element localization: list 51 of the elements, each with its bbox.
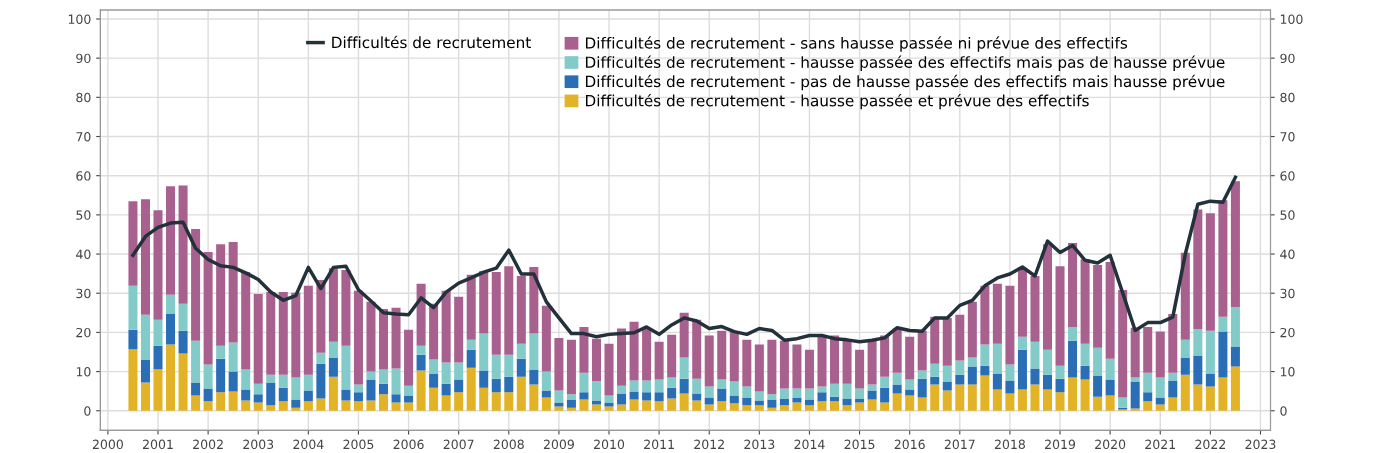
x-tick-label: 2021 xyxy=(1145,439,1175,450)
x-tick-label: 2004 xyxy=(293,439,324,450)
legend-label: Difficultés de recrutement xyxy=(332,35,531,49)
x-tick-label: 2011 xyxy=(644,439,674,450)
x-tick-label: 2009 xyxy=(543,439,574,450)
x-tick-label: 2002 xyxy=(193,439,223,450)
y-tick-label: 50 xyxy=(76,210,91,220)
y-tick-label: 70 xyxy=(76,131,91,142)
x-tick-label: 2023 xyxy=(1245,439,1276,450)
legend-label: Difficultés de recrutement - hausse passée des effectifs mais pas de hausse prévue xyxy=(585,55,1225,71)
x-tick-label: 2017 xyxy=(944,439,975,450)
x-tick-label: 2007 xyxy=(443,439,474,450)
y2-tick-label: 10 xyxy=(1280,367,1295,377)
y2-tick-label: 40 xyxy=(1280,249,1295,259)
x-tick-label: 2020 xyxy=(1095,439,1126,450)
y2-tick-label: 70 xyxy=(1280,131,1295,142)
x-tick-label: 2013 xyxy=(744,439,775,450)
y2-tick-label: 80 xyxy=(1280,92,1295,103)
y-tick-label: 0 xyxy=(84,406,91,416)
y2-tick-label: 100 xyxy=(1280,14,1303,24)
x-tick-label: 2014 xyxy=(794,439,825,450)
y2-tick-label: 90 xyxy=(1280,53,1295,64)
x-tick-label: 2001 xyxy=(143,439,173,450)
x-tick-label: 2008 xyxy=(493,439,524,450)
y-tick-label: 80 xyxy=(76,92,91,103)
x-tick-label: 2016 xyxy=(894,439,925,450)
legend-label: Difficultés de recrutement - hausse passée et prévue des effectifs xyxy=(585,93,1089,110)
legend-label: Difficultés de recrutement - sans hausse passée ni prévue des effectifs xyxy=(585,36,1128,52)
y-tick-label: 90 xyxy=(76,53,91,64)
x-tick-label: 2010 xyxy=(594,439,625,450)
y-tick-label: 20 xyxy=(76,327,91,338)
y-tick-label: 40 xyxy=(76,249,91,259)
y-tick-label: 10 xyxy=(76,367,91,377)
y-tick-label: 100 xyxy=(68,14,91,24)
x-tick-label: 2003 xyxy=(243,439,274,450)
x-tick-label: 2000 xyxy=(92,439,123,450)
x-tick-label: 2006 xyxy=(393,439,424,450)
x-tick-label: 2012 xyxy=(694,439,724,450)
legend-label: Difficultés de recrutement - pas de hausse passée des effectifs mais hausse prévue xyxy=(585,74,1225,91)
y2-tick-label: 20 xyxy=(1280,327,1295,338)
x-tick-label: 2018 xyxy=(994,439,1025,450)
x-tick-label: 2022 xyxy=(1195,439,1226,450)
x-tick-label: 2005 xyxy=(343,439,374,450)
y2-tick-label: 60 xyxy=(1280,171,1295,181)
y2-tick-label: 30 xyxy=(1280,288,1295,299)
x-tick-label: 2019 xyxy=(1045,439,1076,450)
y2-tick-label: 0 xyxy=(1280,406,1287,416)
y-tick-label: 60 xyxy=(76,171,91,181)
x-tick-label: 2015 xyxy=(844,439,875,450)
y-tick-label: 30 xyxy=(76,288,91,299)
y2-tick-label: 50 xyxy=(1280,210,1295,220)
